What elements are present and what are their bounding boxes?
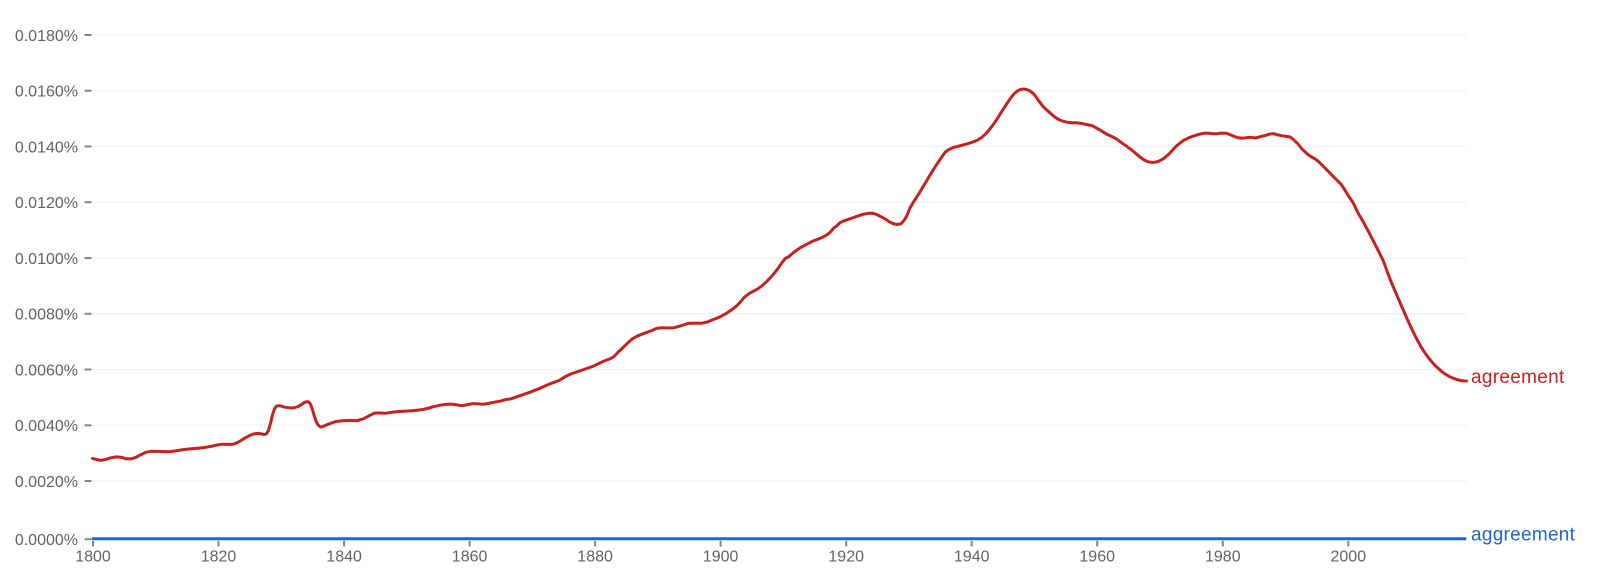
svg-text:0.0060%: 0.0060% [15,362,78,379]
svg-text:1960: 1960 [1079,549,1115,566]
svg-text:0.0020%: 0.0020% [15,474,78,491]
svg-text:agreement: agreement [1471,367,1565,388]
svg-text:0.0120%: 0.0120% [15,195,78,212]
svg-text:1800: 1800 [75,549,111,566]
svg-text:0.0140%: 0.0140% [15,139,78,156]
svg-text:1980: 1980 [1205,549,1241,566]
svg-text:1860: 1860 [452,549,488,566]
svg-text:1880: 1880 [577,549,613,566]
svg-text:2000: 2000 [1331,549,1367,566]
svg-text:1920: 1920 [828,549,864,566]
svg-text:1940: 1940 [954,549,990,566]
svg-text:aggreement: aggreement [1471,525,1576,546]
svg-text:0.0160%: 0.0160% [15,84,78,101]
svg-text:1840: 1840 [326,549,362,566]
svg-text:0.0080%: 0.0080% [15,307,78,324]
svg-text:0.0100%: 0.0100% [15,251,78,268]
svg-text:0.0040%: 0.0040% [15,418,78,435]
svg-text:1900: 1900 [703,549,739,566]
svg-text:0.0000%: 0.0000% [15,532,78,549]
svg-text:1820: 1820 [201,549,237,566]
svg-text:0.0180%: 0.0180% [15,28,78,45]
